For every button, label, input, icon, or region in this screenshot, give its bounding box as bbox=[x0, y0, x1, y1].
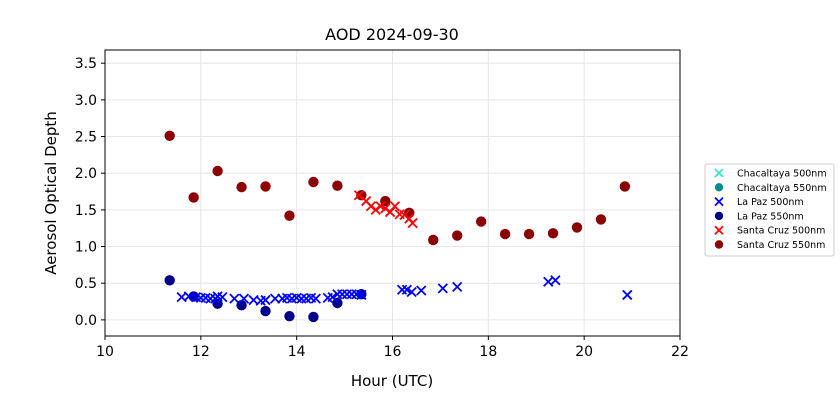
x-tick-label: 10 bbox=[96, 344, 114, 360]
legend-label: La Paz 550nm bbox=[737, 211, 804, 222]
circle-marker-point bbox=[260, 181, 271, 192]
legend-label: Santa Cruz 500nm bbox=[737, 226, 825, 237]
circle-marker-point bbox=[164, 275, 175, 286]
legend-circle-marker bbox=[714, 240, 724, 249]
legend: Chacaltaya 500nm Chacaltaya 550nm La Paz 5… bbox=[704, 163, 835, 257]
legend-box bbox=[704, 163, 835, 257]
x-marker-point bbox=[217, 291, 228, 303]
y-tick-label: 1.5 bbox=[75, 203, 97, 219]
circle-marker-point bbox=[284, 311, 295, 322]
circle-marker-point bbox=[595, 214, 607, 225]
y-axis-ticks: 0.0 0.5 1.0 1.5 2.0 2.5 3.0 3.5 bbox=[75, 56, 105, 329]
series-santa-cruz-550nm bbox=[164, 130, 631, 246]
x-tick-label: 22 bbox=[671, 344, 689, 360]
x-axis-ticks: 10 12 14 16 18 20 22 bbox=[96, 336, 689, 360]
legend-circle-marker bbox=[714, 211, 724, 221]
y-tick-label: 3.5 bbox=[75, 56, 97, 72]
chart-title: AOD 2024-09-30 bbox=[325, 25, 459, 44]
series-santa-cruz-500nm bbox=[353, 190, 418, 229]
y-tick-label: 1.0 bbox=[75, 240, 97, 256]
x-marker-point bbox=[238, 293, 250, 304]
y-tick-label: 2.5 bbox=[75, 130, 97, 146]
plot-markers bbox=[164, 130, 633, 323]
circle-marker-point bbox=[164, 130, 175, 141]
legend-label: Chacaltaya 550nm bbox=[737, 183, 827, 194]
legend-x-marker bbox=[714, 225, 724, 235]
legend-label: La Paz 500nm bbox=[737, 197, 804, 208]
circle-marker-point bbox=[619, 181, 631, 192]
x-marker-point bbox=[389, 201, 401, 212]
circle-marker-point bbox=[451, 230, 463, 241]
series-la-paz-500nm bbox=[176, 275, 633, 306]
circle-marker-point bbox=[523, 228, 535, 240]
legend-circle-marker bbox=[714, 183, 724, 192]
circle-marker-point bbox=[571, 222, 583, 233]
x-tick-label: 14 bbox=[288, 344, 306, 360]
x-marker-point bbox=[260, 294, 271, 306]
x-marker-point bbox=[310, 293, 321, 304]
legend-label: Santa Cruz 550nm bbox=[737, 240, 825, 251]
circle-marker-point bbox=[428, 234, 439, 246]
circle-marker-point bbox=[284, 210, 295, 221]
circle-marker-point bbox=[332, 180, 343, 191]
x-marker-point bbox=[353, 190, 365, 201]
y-tick-label: 2.0 bbox=[75, 166, 97, 182]
circle-marker-point bbox=[212, 298, 223, 309]
circle-marker-point bbox=[475, 216, 487, 227]
x-marker-point bbox=[229, 293, 240, 304]
circle-marker-point bbox=[260, 305, 271, 317]
x-marker-point bbox=[416, 285, 427, 296]
x-axis-label: Hour (UTC) bbox=[351, 372, 433, 390]
x-marker-point bbox=[550, 275, 561, 286]
circle-marker-point bbox=[308, 311, 319, 323]
y-tick-label: 0.5 bbox=[75, 276, 97, 292]
circle-marker-point bbox=[308, 176, 319, 188]
y-tick-label: 3.0 bbox=[75, 93, 97, 109]
x-marker-point bbox=[452, 281, 463, 293]
circle-marker-point bbox=[547, 228, 559, 239]
y-tick-label: 0.0 bbox=[75, 313, 97, 329]
legend-label: Chacaltaya 500nm bbox=[737, 169, 827, 180]
x-marker-point bbox=[356, 289, 367, 301]
x-tick-label: 12 bbox=[192, 344, 210, 360]
circle-marker-point bbox=[499, 228, 511, 240]
legend-x-marker bbox=[714, 196, 724, 207]
x-tick-label: 16 bbox=[384, 344, 402, 360]
circle-marker-point bbox=[212, 165, 223, 177]
circle-marker-point bbox=[236, 181, 247, 193]
y-axis-label: Aerosol Optical Depth bbox=[42, 111, 60, 275]
legend-x-marker bbox=[714, 168, 724, 178]
x-marker-point bbox=[622, 289, 633, 301]
x-marker-point bbox=[327, 291, 338, 303]
x-tick-label: 18 bbox=[479, 344, 497, 360]
x-tick-label: 20 bbox=[575, 344, 593, 360]
x-marker-point bbox=[407, 217, 418, 229]
x-marker-point bbox=[437, 283, 448, 294]
circle-marker-point bbox=[188, 192, 199, 203]
x-marker-point bbox=[406, 286, 417, 298]
